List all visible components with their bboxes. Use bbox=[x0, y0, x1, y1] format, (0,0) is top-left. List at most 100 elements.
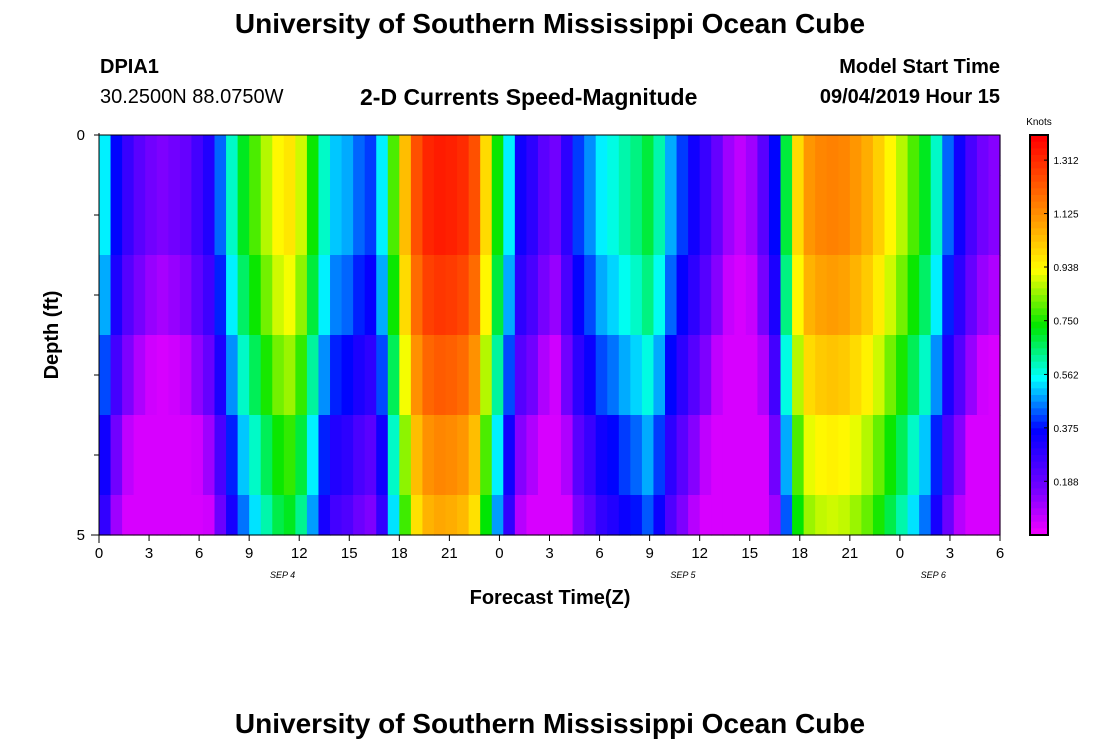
heatmap-cell bbox=[480, 415, 493, 496]
colorbar-tick-label: 0.562 bbox=[1053, 370, 1078, 381]
heatmap-cell bbox=[815, 415, 828, 496]
colorbar: Knots 1.312 1.125 0.938 0.750 0.562 0.375 0.188 bbox=[1026, 117, 1079, 536]
heatmap-cell bbox=[410, 255, 424, 336]
heatmap-cell bbox=[306, 135, 320, 176]
heatmap-cell bbox=[249, 495, 262, 536]
colorbar-segment bbox=[1030, 421, 1048, 429]
heatmap-cell bbox=[122, 135, 135, 176]
heatmap-cell bbox=[861, 175, 874, 256]
heatmap-cell bbox=[480, 175, 493, 256]
heatmap-cell bbox=[653, 495, 666, 536]
heatmap-cell bbox=[237, 495, 250, 536]
heatmap-cell bbox=[491, 495, 504, 536]
heatmap-cell bbox=[399, 495, 412, 536]
colorbar-segment bbox=[1030, 161, 1048, 169]
heatmap-cell bbox=[399, 175, 412, 256]
heatmap-cell bbox=[491, 255, 504, 336]
y-axis-title: Depth (ft) bbox=[41, 291, 63, 380]
heatmap-cell bbox=[803, 415, 816, 496]
heatmap-cell bbox=[202, 335, 216, 416]
colorbar-segment bbox=[1030, 181, 1048, 189]
heatmap-cell bbox=[526, 175, 539, 256]
heatmap-cell bbox=[283, 135, 296, 176]
heatmap-cell bbox=[792, 135, 805, 176]
heatmap-cell bbox=[618, 135, 631, 176]
heatmap-cell bbox=[561, 495, 574, 536]
heatmap-cell bbox=[641, 255, 655, 336]
heatmap-cell bbox=[514, 495, 527, 536]
heatmap-cell bbox=[353, 495, 366, 536]
heatmap-cell bbox=[584, 335, 597, 416]
heatmap-cell bbox=[861, 415, 874, 496]
colorbar-segment bbox=[1030, 508, 1048, 516]
heatmap-cell bbox=[99, 335, 112, 416]
heatmap-cell bbox=[907, 495, 920, 536]
heatmap-cell bbox=[780, 495, 793, 536]
colorbar-segment bbox=[1030, 388, 1048, 396]
heatmap-cell bbox=[641, 335, 655, 416]
heatmap-cell bbox=[872, 415, 886, 496]
heatmap-cell bbox=[306, 175, 320, 256]
x-tick-label: 12 bbox=[291, 545, 308, 562]
heatmap-cell bbox=[318, 175, 331, 256]
heatmap-cell bbox=[214, 415, 227, 496]
heatmap-cell bbox=[133, 495, 146, 536]
heatmap-cell bbox=[249, 415, 262, 496]
x-tick-label: 6 bbox=[595, 545, 603, 562]
heatmap-cell bbox=[942, 135, 955, 176]
heatmap-cell bbox=[688, 335, 701, 416]
heatmap-cell bbox=[699, 495, 712, 536]
heatmap-cell bbox=[815, 495, 828, 536]
heatmap-cell bbox=[988, 495, 1001, 536]
heatmap-cell bbox=[179, 415, 193, 496]
colorbar-segment bbox=[1030, 295, 1048, 303]
colorbar-segment bbox=[1030, 215, 1048, 223]
heatmap-cell bbox=[699, 255, 712, 336]
colorbar-segment bbox=[1030, 208, 1048, 216]
heatmap-cell bbox=[838, 335, 851, 416]
heatmap-cell bbox=[191, 335, 204, 416]
heatmap-cell bbox=[318, 495, 331, 536]
heatmap-cell bbox=[237, 335, 250, 416]
heatmap-cell bbox=[514, 175, 527, 256]
heatmap-cell bbox=[306, 495, 320, 536]
colorbar-segment bbox=[1030, 241, 1048, 249]
colorbar-segment bbox=[1030, 435, 1048, 443]
heatmap-cell bbox=[503, 415, 516, 496]
date-label: SEP 5 bbox=[670, 570, 696, 580]
heatmap-cell bbox=[745, 135, 759, 176]
heatmap-cell bbox=[260, 415, 273, 496]
colorbar-frame bbox=[1029, 134, 1049, 536]
heatmap-cell bbox=[872, 175, 886, 256]
heatmap-cell bbox=[584, 495, 597, 536]
heatmap-cell bbox=[110, 135, 123, 176]
heatmap-cell bbox=[514, 335, 527, 416]
heatmap-cell bbox=[260, 255, 273, 336]
x-tick-label: 21 bbox=[441, 545, 458, 562]
heatmap-cell bbox=[584, 255, 597, 336]
heatmap-cell bbox=[376, 135, 389, 176]
heatmap-cell bbox=[330, 135, 343, 176]
heatmap-cell bbox=[133, 415, 146, 496]
heatmap-cell bbox=[665, 135, 678, 176]
colorbar-tick-label: 0.375 bbox=[1053, 424, 1078, 435]
heatmap-cell bbox=[387, 135, 400, 176]
heatmap-cell bbox=[179, 495, 193, 536]
heatmap-cell bbox=[884, 175, 897, 256]
heatmap-cell bbox=[422, 495, 435, 536]
colorbar-segment bbox=[1030, 415, 1048, 423]
heatmap-cell bbox=[618, 495, 631, 536]
heatmap-cell bbox=[295, 135, 308, 176]
heatmap-cell bbox=[226, 255, 239, 336]
heatmap-cell bbox=[122, 415, 135, 496]
heatmap-cell bbox=[491, 415, 504, 496]
colorbar-unit: Knots bbox=[1026, 117, 1052, 128]
heatmap-cell bbox=[595, 335, 608, 416]
heatmap-cell bbox=[734, 175, 747, 256]
heatmap-cell bbox=[549, 335, 562, 416]
heatmap-cell bbox=[99, 495, 112, 536]
heatmap-cell bbox=[226, 335, 239, 416]
heatmap-cell bbox=[387, 175, 400, 256]
heatmap-cell bbox=[202, 415, 216, 496]
heatmap-cell bbox=[595, 175, 608, 256]
